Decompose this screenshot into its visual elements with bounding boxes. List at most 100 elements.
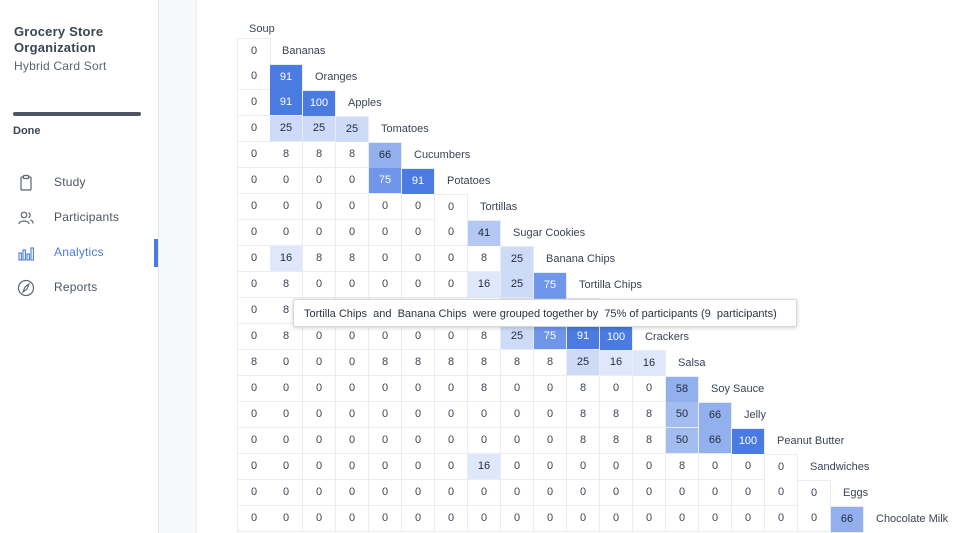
matrix-cell[interactable]: 100 <box>732 428 765 455</box>
matrix-cell[interactable]: 0 <box>732 454 765 480</box>
matrix-cell[interactable]: 0 <box>270 376 303 402</box>
matrix-cell[interactable]: 0 <box>633 454 666 480</box>
matrix-cell[interactable]: 0 <box>402 428 435 454</box>
matrix-cell[interactable]: 0 <box>336 428 369 454</box>
matrix-cell[interactable]: 0 <box>501 506 534 532</box>
matrix-cell[interactable]: 0 <box>435 376 468 402</box>
matrix-cell[interactable]: 0 <box>237 38 271 65</box>
matrix-cell[interactable]: 0 <box>402 454 435 480</box>
matrix-cell[interactable]: 41 <box>468 220 501 247</box>
matrix-cell[interactable]: 0 <box>303 480 336 506</box>
matrix-cell[interactable]: 0 <box>369 376 402 402</box>
matrix-cell[interactable]: 0 <box>336 272 369 298</box>
matrix-cell[interactable]: 0 <box>303 454 336 480</box>
matrix-cell[interactable]: 0 <box>435 480 468 506</box>
matrix-cell[interactable]: 0 <box>600 454 633 480</box>
matrix-cell[interactable]: 91 <box>567 324 600 350</box>
matrix-cell[interactable]: 0 <box>270 506 303 532</box>
matrix-cell[interactable]: 0 <box>402 402 435 428</box>
matrix-cell[interactable]: 0 <box>435 402 468 428</box>
matrix-cell[interactable]: 0 <box>369 220 402 246</box>
matrix-cell[interactable]: 0 <box>468 428 501 454</box>
matrix-cell[interactable]: 75 <box>534 272 567 299</box>
matrix-cell[interactable]: 8 <box>468 350 501 376</box>
matrix-cell[interactable]: 0 <box>237 506 271 532</box>
matrix-cell[interactable]: 0 <box>237 272 271 298</box>
matrix-cell[interactable]: 0 <box>699 454 732 480</box>
nav-item-study[interactable]: Study <box>0 168 158 198</box>
matrix-cell[interactable]: 0 <box>336 454 369 480</box>
matrix-cell[interactable]: 0 <box>237 168 271 194</box>
matrix-cell[interactable]: 0 <box>369 480 402 506</box>
matrix-cell[interactable]: 8 <box>303 246 336 272</box>
matrix-cell[interactable]: 0 <box>237 376 271 402</box>
matrix-cell[interactable]: 0 <box>369 324 402 350</box>
matrix-cell[interactable]: 25 <box>270 116 303 142</box>
matrix-cell[interactable]: 0 <box>633 376 666 402</box>
matrix-cell[interactable]: 16 <box>600 350 633 376</box>
matrix-cell[interactable]: 0 <box>402 246 435 272</box>
matrix-cell[interactable]: 0 <box>501 454 534 480</box>
matrix-cell[interactable]: 91 <box>270 64 303 91</box>
matrix-cell[interactable]: 66 <box>699 428 732 454</box>
matrix-cell[interactable]: 0 <box>303 194 336 220</box>
matrix-cell[interactable]: 0 <box>270 194 303 220</box>
matrix-cell[interactable]: 0 <box>435 246 468 272</box>
matrix-cell[interactable]: 8 <box>270 272 303 298</box>
matrix-cell[interactable]: 100 <box>600 324 633 351</box>
matrix-cell[interactable]: 0 <box>633 480 666 506</box>
matrix-cell[interactable]: 0 <box>369 428 402 454</box>
matrix-cell[interactable]: 0 <box>534 428 567 454</box>
matrix-cell[interactable]: 0 <box>435 220 468 246</box>
matrix-cell[interactable]: 0 <box>666 506 699 532</box>
matrix-cell[interactable]: 0 <box>237 454 271 480</box>
matrix-cell[interactable]: 0 <box>402 324 435 350</box>
matrix-cell[interactable]: 0 <box>765 454 798 481</box>
matrix-cell[interactable]: 0 <box>435 324 468 350</box>
matrix-cell[interactable]: 0 <box>237 194 271 220</box>
matrix-cell[interactable]: 0 <box>237 402 271 428</box>
matrix-cell[interactable]: 0 <box>336 376 369 402</box>
matrix-cell[interactable]: 75 <box>369 168 402 194</box>
matrix-cell[interactable]: 0 <box>600 480 633 506</box>
matrix-cell[interactable]: 8 <box>468 324 501 350</box>
matrix-cell[interactable]: 0 <box>732 506 765 532</box>
matrix-cell[interactable]: 91 <box>402 168 435 195</box>
matrix-cell[interactable]: 0 <box>270 402 303 428</box>
matrix-cell[interactable]: 8 <box>369 350 402 376</box>
matrix-cell[interactable]: 0 <box>765 506 798 532</box>
matrix-cell[interactable]: 16 <box>633 350 666 377</box>
matrix-cell[interactable]: 0 <box>237 220 271 246</box>
matrix-cell[interactable]: 0 <box>303 220 336 246</box>
matrix-cell[interactable]: 8 <box>336 142 369 168</box>
matrix-cell[interactable]: 0 <box>600 506 633 532</box>
matrix-cell[interactable]: 0 <box>336 168 369 194</box>
matrix-cell[interactable]: 0 <box>501 428 534 454</box>
matrix-cell[interactable]: 0 <box>237 90 271 116</box>
matrix-cell[interactable]: 0 <box>303 350 336 376</box>
matrix-cell[interactable]: 0 <box>402 376 435 402</box>
matrix-cell[interactable]: 0 <box>237 324 271 350</box>
matrix-cell[interactable]: 8 <box>633 402 666 428</box>
matrix-cell[interactable]: 0 <box>303 428 336 454</box>
matrix-cell[interactable]: 0 <box>567 480 600 506</box>
matrix-cell[interactable]: 66 <box>831 506 864 533</box>
matrix-cell[interactable]: 0 <box>402 480 435 506</box>
matrix-cell[interactable]: 0 <box>270 350 303 376</box>
matrix-cell[interactable]: 0 <box>435 194 468 221</box>
matrix-cell[interactable]: 0 <box>798 480 831 507</box>
matrix-cell[interactable]: 0 <box>303 272 336 298</box>
matrix-cell[interactable]: 91 <box>270 90 303 116</box>
matrix-cell[interactable]: 0 <box>402 506 435 532</box>
matrix-cell[interactable]: 0 <box>270 168 303 194</box>
matrix-cell[interactable]: 0 <box>369 454 402 480</box>
matrix-cell[interactable]: 0 <box>369 194 402 220</box>
matrix-cell[interactable]: 0 <box>336 350 369 376</box>
matrix-cell[interactable]: 16 <box>468 454 501 480</box>
matrix-cell[interactable]: 8 <box>468 246 501 272</box>
matrix-cell[interactable]: 8 <box>567 428 600 454</box>
matrix-cell[interactable]: 0 <box>534 454 567 480</box>
matrix-cell[interactable]: 0 <box>534 376 567 402</box>
matrix-cell[interactable]: 0 <box>567 506 600 532</box>
matrix-cell[interactable]: 0 <box>237 428 271 454</box>
